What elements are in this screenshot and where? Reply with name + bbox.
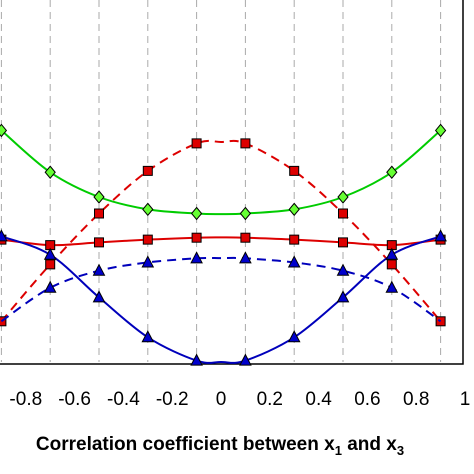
series-4 bbox=[0, 229, 447, 366]
series-3-point bbox=[43, 280, 57, 293]
x-tick-label: -0.2 bbox=[156, 389, 189, 410]
series-line-4 bbox=[1, 235, 441, 364]
series-2-point bbox=[142, 234, 153, 245]
x-tick-label: 1 bbox=[460, 389, 471, 410]
series-line-3 bbox=[0, 256, 442, 323]
series-3-point bbox=[336, 263, 350, 276]
series-3-point bbox=[190, 251, 203, 264]
x-tick-labels: -0.8 -0.6 -0.4 -0.2 0 0.2 0.4 0.6 0.8 1 bbox=[9, 389, 470, 410]
x-tick-label: 0.6 bbox=[354, 389, 380, 410]
series-0-point bbox=[337, 190, 349, 204]
series-4-point bbox=[239, 353, 252, 366]
series-3 bbox=[0, 251, 442, 323]
series-0-point bbox=[288, 202, 300, 217]
series-1-point bbox=[338, 208, 348, 219]
series-2-point bbox=[240, 232, 251, 243]
series-2-point bbox=[338, 237, 348, 248]
series-1 bbox=[0, 138, 446, 327]
series-4-point bbox=[141, 330, 155, 343]
series-4-point bbox=[0, 229, 8, 242]
series-3-point bbox=[287, 255, 301, 268]
series-4-point bbox=[190, 353, 203, 366]
series-line-0 bbox=[0, 129, 442, 216]
series-1-point bbox=[289, 165, 300, 176]
x-tick-label: -0.4 bbox=[107, 389, 140, 410]
series-0-point bbox=[190, 206, 203, 221]
series-0-point bbox=[44, 165, 56, 180]
series-2 bbox=[0, 232, 446, 251]
x-tick-label: 0.8 bbox=[403, 389, 429, 410]
series-0-point bbox=[0, 123, 8, 138]
x-tick-label: -0.6 bbox=[58, 389, 91, 410]
x-tick-label: 0.4 bbox=[305, 389, 332, 410]
series-2-point bbox=[289, 234, 300, 245]
series-1-point bbox=[45, 259, 56, 270]
series-4-point bbox=[385, 247, 399, 260]
series-4-point bbox=[336, 290, 350, 303]
series-3-point bbox=[239, 251, 252, 264]
series-1-point bbox=[240, 138, 251, 149]
series-1-point bbox=[94, 208, 104, 219]
x-axis-label-part-2: and x bbox=[342, 434, 397, 455]
series-line-2 bbox=[1, 236, 441, 247]
series-0-point bbox=[93, 190, 105, 204]
series-4-point bbox=[287, 330, 301, 343]
x-axis-label: Correlation coefficient between x1 and x… bbox=[36, 434, 404, 458]
series-2-point bbox=[94, 237, 104, 248]
series-1-point bbox=[142, 165, 153, 176]
series-layer bbox=[0, 123, 447, 366]
series-4-point bbox=[92, 290, 106, 303]
x-axis-label-part-1: Correlation coefficient between x bbox=[36, 434, 335, 455]
x-axis-label-sub-2: 3 bbox=[397, 443, 404, 458]
series-0 bbox=[0, 123, 447, 221]
series-2-point bbox=[191, 232, 202, 243]
series-3-point bbox=[92, 263, 106, 276]
series-0-point bbox=[386, 165, 398, 180]
plot-frame bbox=[0, 0, 464, 365]
series-0-point bbox=[434, 123, 447, 138]
x-tick-label: -0.8 bbox=[9, 389, 42, 410]
series-line-1 bbox=[0, 139, 442, 322]
x-tick-label: 0 bbox=[216, 389, 227, 410]
series-1-point bbox=[191, 138, 202, 149]
series-0-point bbox=[239, 206, 252, 221]
series-1-point bbox=[386, 259, 397, 270]
series-4-point bbox=[434, 229, 447, 242]
grid-lines bbox=[0, 0, 442, 362]
series-3-point bbox=[385, 280, 399, 293]
series-3-point bbox=[141, 255, 155, 268]
x-axis-label-sub-1: 1 bbox=[335, 443, 342, 458]
series-4-point bbox=[43, 247, 57, 260]
series-0-point bbox=[142, 202, 154, 217]
x-tick-label: 0.2 bbox=[257, 389, 283, 410]
